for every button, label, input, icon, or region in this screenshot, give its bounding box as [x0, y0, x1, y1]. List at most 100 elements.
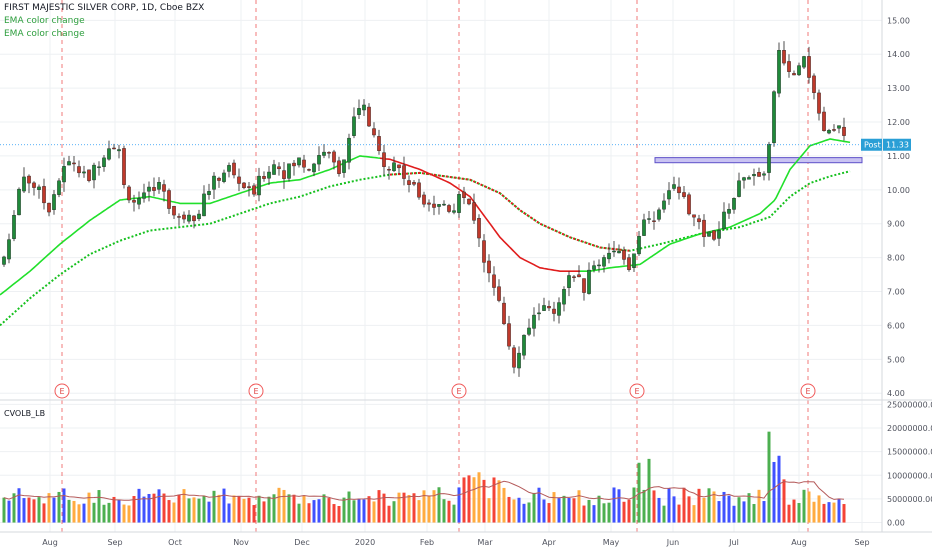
candle-body [132, 200, 136, 203]
time-tick-label: May [603, 538, 620, 547]
volume-bar [687, 496, 691, 523]
candle-body [232, 162, 236, 176]
candle-body [487, 260, 491, 274]
volume-bar [127, 505, 131, 523]
candle-body [732, 198, 736, 210]
volume-bar [327, 498, 331, 523]
candle-body [77, 166, 81, 174]
candle-body [27, 175, 31, 184]
candle-body [562, 288, 566, 305]
candle-body [192, 215, 196, 222]
candle-body [752, 174, 756, 177]
candle-body [242, 182, 246, 189]
candle-body [472, 202, 476, 221]
candle-body [707, 231, 711, 237]
candle-body [687, 194, 691, 215]
candle-body [697, 218, 701, 223]
chart-title[interactable]: FIRST MAJESTIC SILVER CORP, 1D, Cboe BZX [4, 3, 205, 13]
candle-body [217, 177, 221, 181]
volume-tick-label: 5000000.00 [887, 495, 932, 504]
candle-body [337, 160, 341, 174]
time-tick-label: Jun [666, 538, 680, 547]
volume-bar [217, 494, 221, 523]
candle-body [407, 180, 411, 185]
volume-tick-label: 0.00 [887, 519, 905, 528]
volume-bar [662, 505, 666, 523]
candle-body [2, 256, 6, 265]
volume-bar [572, 498, 576, 523]
earnings-marker [248, 383, 264, 399]
candle-body [507, 323, 511, 347]
time-tick-label: Sep [107, 538, 122, 547]
volume-bar [412, 493, 416, 523]
candle-body [367, 106, 371, 127]
candle-body [392, 162, 396, 172]
volume-bar [347, 491, 351, 523]
volume-bar [32, 499, 36, 523]
candle-body [82, 171, 86, 174]
volume-bar [482, 479, 486, 523]
post-tag-label: Post [864, 141, 881, 150]
volume-bar [202, 495, 206, 523]
candles [2, 41, 846, 377]
candle-body [92, 164, 96, 181]
candle-body [822, 111, 826, 132]
time-axis[interactable]: Aug Sep Oct Nov Dec 2020 Feb Mar Apr May Jun Jul Aug… [42, 538, 869, 547]
volume-bar [437, 487, 441, 523]
resistance-zone[interactable] [654, 157, 863, 164]
candle-body [462, 191, 466, 198]
volume-bar [262, 501, 266, 523]
volume-bar [767, 431, 771, 523]
candle-body [442, 203, 446, 206]
candle-body [777, 50, 781, 94]
volume-bar [697, 488, 701, 523]
candle-body [737, 180, 741, 197]
candle-body [17, 188, 21, 216]
indicator-legend-2[interactable]: EMA color change [4, 29, 85, 39]
candle-body [572, 276, 576, 278]
volume-tick-label: 10000000.00 [887, 471, 932, 480]
volume-bar [212, 490, 216, 523]
volume-bar [727, 495, 731, 523]
candle-body [577, 274, 581, 278]
ema-slow-down-path [389, 171, 631, 252]
volume-bar [512, 499, 516, 523]
time-tick-label: Nov [233, 538, 249, 547]
candle-body [42, 186, 46, 204]
volume-bar [372, 501, 376, 523]
candle-body [432, 203, 436, 208]
volume-bar [237, 496, 241, 523]
candle-body [812, 75, 816, 93]
grid-lines [0, 0, 882, 532]
candle-body [127, 186, 131, 201]
candle-body [57, 180, 61, 195]
volume-axis[interactable]: 0.00 5000000.00 10000000.00 15000000.00 2000… [887, 400, 932, 527]
volume-bar [447, 500, 451, 523]
volume-bar [82, 503, 86, 523]
price-tick-label: 8.00 [887, 254, 905, 263]
candle-body [412, 182, 416, 185]
volume-bar [567, 498, 571, 523]
candle-body [262, 176, 266, 179]
volume-bar [247, 497, 251, 523]
volume-bar [302, 496, 306, 523]
candle-body [372, 128, 376, 136]
candle-body [467, 198, 471, 205]
volume-bar [707, 488, 711, 523]
volume-bar [387, 505, 391, 523]
volume-bar [222, 488, 226, 523]
candle-body [622, 249, 626, 260]
price-axis[interactable]: 4.00 5.00 6.00 7.00 8.00 9.00 10.00 11.00 12.00 1… [887, 16, 910, 398]
volume-bar [632, 487, 636, 523]
indicator-legend-1[interactable]: EMA color change [4, 16, 85, 26]
candle-body [107, 148, 111, 160]
candle-body [387, 169, 391, 171]
candle-body [447, 205, 451, 212]
volume-indicator-label[interactable]: CVOLB_LB [4, 409, 46, 418]
candle-body [642, 219, 646, 236]
volume-bar [272, 494, 276, 523]
volume-bars [2, 431, 846, 523]
volume-bar [332, 504, 336, 523]
